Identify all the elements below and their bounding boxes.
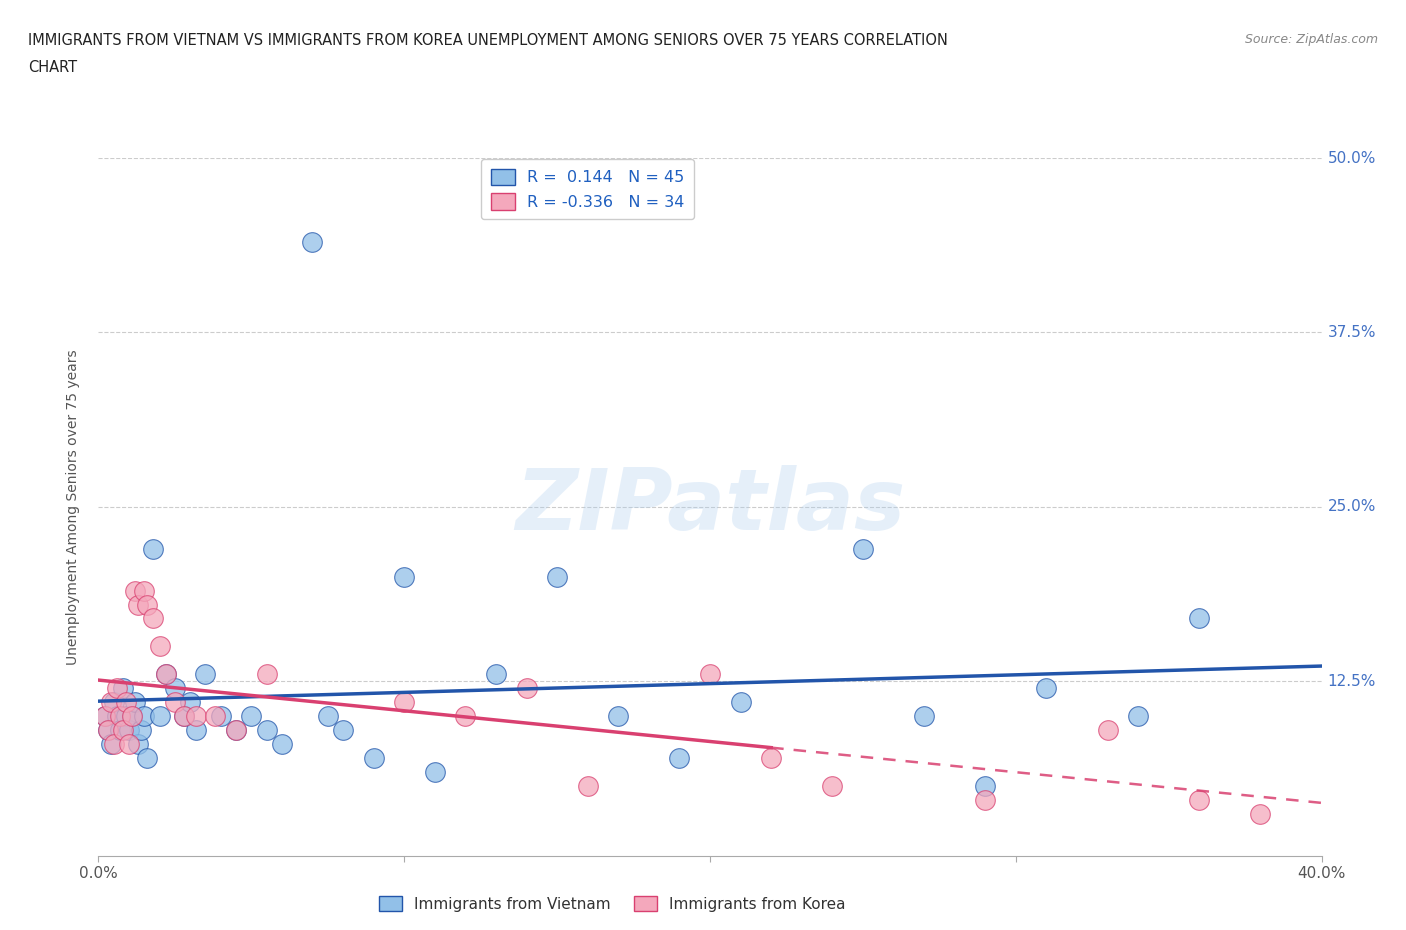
Point <box>699 667 721 682</box>
Point <box>516 681 538 696</box>
Point <box>454 709 477 724</box>
Point <box>852 541 875 556</box>
Point <box>108 723 131 737</box>
Point <box>256 667 278 682</box>
Point <box>124 695 146 710</box>
Point <box>142 541 165 556</box>
Point <box>149 709 172 724</box>
Point <box>759 751 782 765</box>
Point <box>730 695 752 710</box>
Point <box>108 709 131 724</box>
Point <box>974 778 997 793</box>
Text: CHART: CHART <box>28 60 77 75</box>
Point <box>546 569 568 584</box>
Text: ZIPatlas: ZIPatlas <box>515 465 905 549</box>
Point <box>974 792 997 807</box>
Point <box>392 695 416 710</box>
Point <box>204 709 226 724</box>
Point <box>668 751 690 765</box>
Point <box>332 723 354 737</box>
Point <box>149 639 172 654</box>
Point <box>163 681 186 696</box>
Point <box>186 709 208 724</box>
Point <box>111 723 134 737</box>
Point <box>136 751 159 765</box>
Point <box>103 695 125 710</box>
Point <box>127 737 149 751</box>
Point <box>121 709 143 724</box>
Point <box>134 583 156 598</box>
Point <box>1249 806 1271 821</box>
Point <box>163 695 186 710</box>
Point <box>118 737 141 751</box>
Text: IMMIGRANTS FROM VIETNAM VS IMMIGRANTS FROM KOREA UNEMPLOYMENT AMONG SENIORS OVER: IMMIGRANTS FROM VIETNAM VS IMMIGRANTS FR… <box>28 33 948 47</box>
Point <box>1188 611 1211 626</box>
Legend: Immigrants from Vietnam, Immigrants from Korea: Immigrants from Vietnam, Immigrants from… <box>373 889 852 918</box>
Point <box>97 723 120 737</box>
Point <box>129 723 152 737</box>
Point <box>301 234 323 249</box>
Point <box>485 667 508 682</box>
Text: 50.0%: 50.0% <box>1327 151 1376 166</box>
Y-axis label: Unemployment Among Seniors over 75 years: Unemployment Among Seniors over 75 years <box>66 349 80 665</box>
Point <box>316 709 339 724</box>
Point <box>103 737 125 751</box>
Point <box>115 695 138 710</box>
Point <box>136 597 159 612</box>
Point <box>240 709 263 724</box>
Point <box>1097 723 1119 737</box>
Point <box>142 611 165 626</box>
Text: 37.5%: 37.5% <box>1327 325 1376 340</box>
Point <box>363 751 385 765</box>
Text: Source: ZipAtlas.com: Source: ZipAtlas.com <box>1244 33 1378 46</box>
Point <box>225 723 247 737</box>
Point <box>115 709 138 724</box>
Point <box>912 709 935 724</box>
Point <box>97 723 120 737</box>
Point <box>93 709 115 724</box>
Point <box>118 723 141 737</box>
Point <box>270 737 292 751</box>
Point <box>423 764 446 779</box>
Point <box>105 709 128 724</box>
Point <box>100 695 122 710</box>
Point <box>194 667 217 682</box>
Text: 25.0%: 25.0% <box>1327 499 1376 514</box>
Point <box>209 709 232 724</box>
Point <box>225 723 247 737</box>
Point <box>173 709 195 724</box>
Point <box>256 723 278 737</box>
Point <box>1188 792 1211 807</box>
Point <box>155 667 177 682</box>
Point <box>392 569 416 584</box>
Text: 12.5%: 12.5% <box>1327 673 1376 689</box>
Point <box>127 597 149 612</box>
Point <box>1128 709 1150 724</box>
Point <box>821 778 844 793</box>
Point <box>105 681 128 696</box>
Point <box>155 667 177 682</box>
Point <box>121 709 143 724</box>
Point <box>576 778 599 793</box>
Point <box>93 709 115 724</box>
Point <box>124 583 146 598</box>
Point <box>173 709 195 724</box>
Point <box>1035 681 1057 696</box>
Point <box>134 709 156 724</box>
Point <box>179 695 201 710</box>
Point <box>607 709 630 724</box>
Point <box>111 681 134 696</box>
Point <box>186 723 208 737</box>
Point <box>100 737 122 751</box>
